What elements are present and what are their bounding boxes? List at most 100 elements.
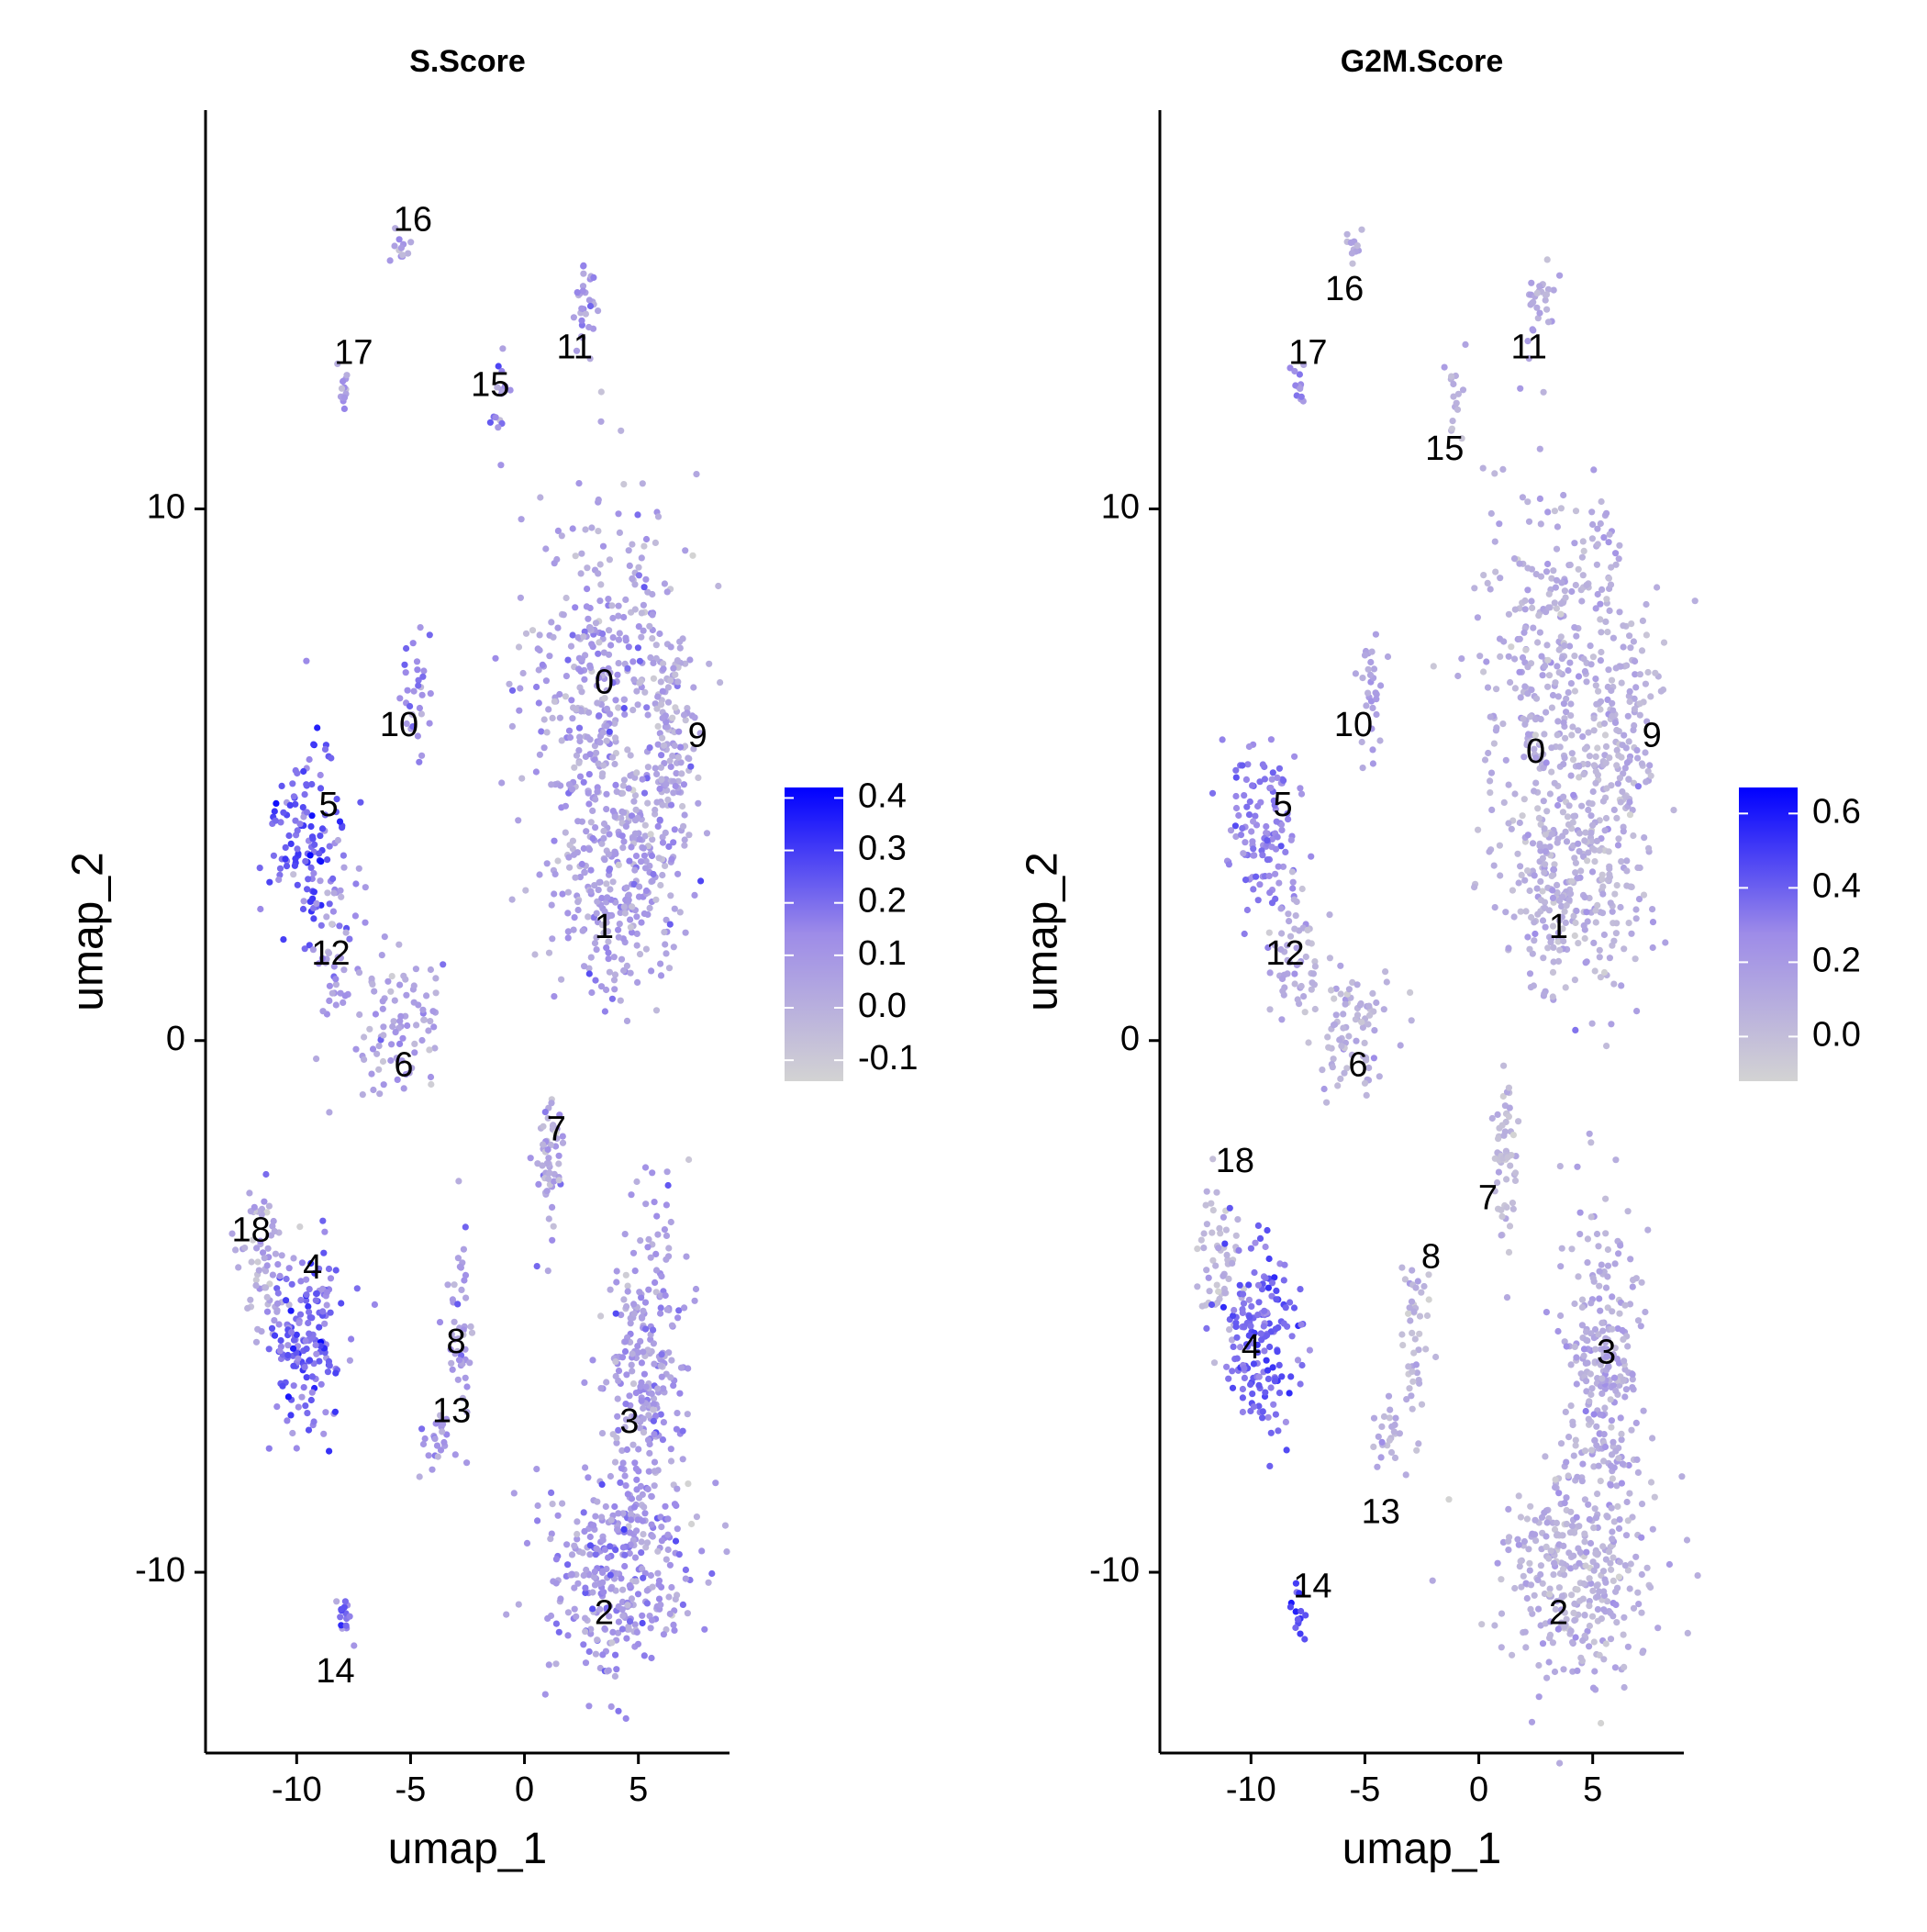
data-point [1626, 632, 1633, 640]
data-point [586, 751, 594, 758]
data-point [695, 774, 702, 782]
data-point [273, 799, 280, 808]
data-point [1331, 1022, 1338, 1029]
data-point [1620, 643, 1627, 651]
data-point [1277, 905, 1285, 912]
data-point [1537, 754, 1544, 762]
data-point [601, 908, 608, 915]
data-point [1535, 814, 1543, 822]
data-point [268, 1324, 276, 1332]
data-point [1478, 1621, 1486, 1628]
data-point [640, 584, 648, 591]
data-point [1576, 848, 1583, 855]
data-point [615, 1368, 623, 1375]
data-point [1331, 995, 1338, 1002]
data-point [624, 1602, 631, 1609]
cluster-9-points [644, 580, 702, 849]
cluster-1-points [1471, 731, 1669, 1050]
cluster-16-points [386, 225, 415, 264]
data-point [1226, 1204, 1233, 1212]
cluster-label: 18 [232, 1211, 271, 1249]
colorbar-tick-label: 0.6 [1812, 792, 1861, 831]
data-point [1600, 1606, 1608, 1614]
data-point [523, 1539, 531, 1547]
data-point [1607, 1559, 1614, 1567]
data-point [1576, 762, 1583, 769]
data-point [1623, 759, 1631, 766]
data-point [571, 1605, 578, 1613]
data-point [427, 690, 434, 698]
data-point [1220, 1303, 1227, 1311]
data-point [1572, 859, 1579, 866]
data-point [1538, 653, 1545, 660]
data-point [1638, 760, 1645, 767]
data-point [588, 988, 596, 997]
data-point [579, 334, 586, 341]
data-point [463, 1459, 471, 1467]
data-point [1353, 1037, 1360, 1044]
data-point [695, 799, 702, 807]
data-point [274, 1290, 282, 1297]
cluster-label: 4 [303, 1248, 322, 1287]
data-point [539, 661, 546, 669]
data-point [515, 817, 522, 824]
data-point [296, 821, 304, 828]
data-point [1380, 1413, 1388, 1420]
data-point [618, 1446, 626, 1455]
data-point [340, 852, 347, 859]
data-point [1294, 1615, 1301, 1623]
data-point [1586, 1622, 1593, 1630]
data-point [1215, 1245, 1222, 1252]
data-point [629, 1350, 636, 1357]
data-point [429, 1008, 437, 1015]
data-point [617, 909, 624, 917]
data-point [263, 1308, 272, 1315]
data-point [621, 1562, 629, 1570]
data-point [1543, 1533, 1550, 1540]
data-point [1634, 1317, 1643, 1324]
data-point [1617, 1242, 1624, 1249]
data-point [658, 1273, 665, 1280]
data-point [1537, 847, 1544, 854]
data-point [1554, 881, 1561, 889]
data-point [1565, 897, 1573, 904]
data-point [1573, 907, 1580, 915]
data-point [1583, 909, 1590, 916]
data-point [343, 372, 351, 379]
data-point [1581, 934, 1588, 943]
data-point [1556, 743, 1564, 751]
data-point [1245, 1281, 1253, 1289]
data-point [625, 547, 632, 554]
data-point [1252, 1239, 1259, 1246]
data-point [436, 1319, 444, 1326]
data-point [1370, 1055, 1377, 1062]
data-point [601, 1625, 608, 1633]
data-point [495, 363, 502, 370]
data-point [628, 929, 636, 936]
data-point [1626, 687, 1633, 696]
data-point [346, 1357, 353, 1364]
data-point [1544, 318, 1553, 326]
data-point [1633, 1008, 1641, 1015]
data-point [638, 1549, 645, 1557]
data-point [1584, 1259, 1591, 1267]
data-point [1524, 498, 1532, 506]
data-point [1566, 1529, 1574, 1536]
data-point [1603, 785, 1610, 792]
data-point [1592, 676, 1599, 683]
data-point [1506, 1223, 1514, 1230]
data-point [317, 771, 324, 779]
data-point [619, 782, 628, 789]
data-point [500, 388, 507, 396]
data-point [580, 778, 587, 786]
data-point [1599, 798, 1607, 805]
data-point [574, 1530, 581, 1538]
data-point [323, 913, 330, 921]
data-point [1298, 393, 1305, 400]
data-point [1618, 1480, 1625, 1487]
data-point [1391, 1454, 1399, 1461]
data-point [1534, 639, 1542, 646]
data-point [649, 1583, 656, 1591]
data-point [1597, 1478, 1604, 1485]
data-point [545, 1215, 552, 1223]
